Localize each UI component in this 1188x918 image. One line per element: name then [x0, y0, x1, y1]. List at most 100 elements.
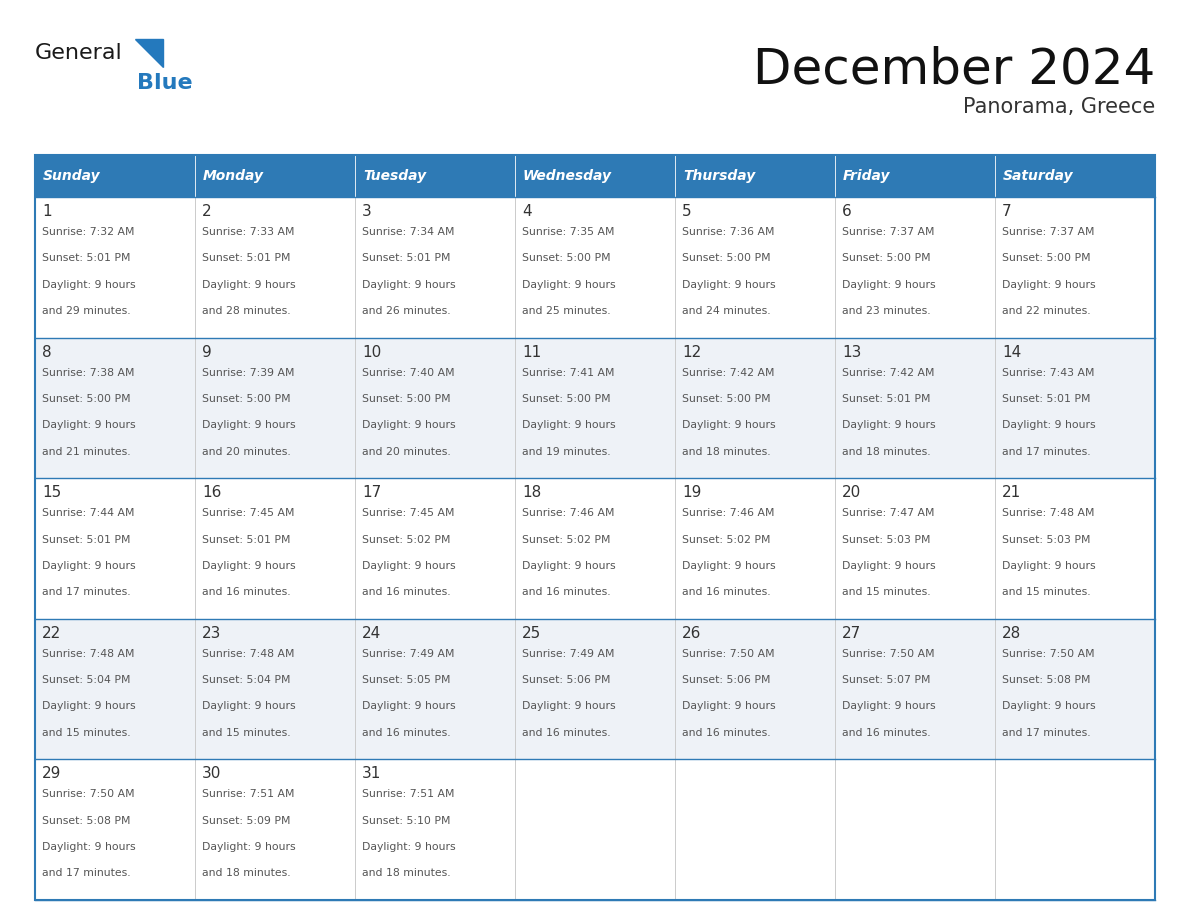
Bar: [675, 155, 835, 197]
Text: Sunset: 5:03 PM: Sunset: 5:03 PM: [842, 534, 930, 544]
Bar: [516, 619, 675, 759]
Text: Sunset: 5:01 PM: Sunset: 5:01 PM: [1001, 394, 1091, 404]
Text: and 26 minutes.: and 26 minutes.: [362, 306, 450, 316]
Text: Daylight: 9 hours: Daylight: 9 hours: [202, 280, 296, 290]
Text: 25: 25: [522, 626, 542, 641]
Text: and 16 minutes.: and 16 minutes.: [682, 728, 771, 738]
Text: and 29 minutes.: and 29 minutes.: [42, 306, 131, 316]
Text: Sunset: 5:01 PM: Sunset: 5:01 PM: [842, 394, 930, 404]
Text: and 16 minutes.: and 16 minutes.: [842, 728, 930, 738]
Text: and 18 minutes.: and 18 minutes.: [362, 868, 450, 879]
Bar: [195, 155, 355, 197]
Text: Sunset: 5:00 PM: Sunset: 5:00 PM: [1001, 253, 1091, 263]
Text: Daylight: 9 hours: Daylight: 9 hours: [362, 842, 456, 852]
Text: and 16 minutes.: and 16 minutes.: [682, 588, 771, 598]
Bar: [195, 478, 355, 619]
Bar: [516, 338, 675, 478]
Text: Sunset: 5:02 PM: Sunset: 5:02 PM: [362, 534, 450, 544]
Text: General: General: [34, 43, 122, 63]
Text: 9: 9: [202, 344, 211, 360]
Text: Daylight: 9 hours: Daylight: 9 hours: [1001, 701, 1095, 711]
Bar: [996, 619, 1155, 759]
Text: and 16 minutes.: and 16 minutes.: [522, 588, 611, 598]
Text: and 17 minutes.: and 17 minutes.: [1001, 728, 1091, 738]
Text: Sunset: 5:01 PM: Sunset: 5:01 PM: [362, 253, 450, 263]
Text: Daylight: 9 hours: Daylight: 9 hours: [202, 561, 296, 571]
Bar: [195, 338, 355, 478]
Text: Daylight: 9 hours: Daylight: 9 hours: [1001, 280, 1095, 290]
Text: Daylight: 9 hours: Daylight: 9 hours: [1001, 561, 1095, 571]
Text: Daylight: 9 hours: Daylight: 9 hours: [842, 701, 936, 711]
Text: Sunrise: 7:50 AM: Sunrise: 7:50 AM: [1001, 649, 1094, 659]
Bar: [996, 197, 1155, 338]
Text: and 16 minutes.: and 16 minutes.: [522, 728, 611, 738]
Text: Daylight: 9 hours: Daylight: 9 hours: [842, 280, 936, 290]
Text: Daylight: 9 hours: Daylight: 9 hours: [682, 420, 776, 431]
Bar: [996, 338, 1155, 478]
Text: and 22 minutes.: and 22 minutes.: [1001, 306, 1091, 316]
Text: and 24 minutes.: and 24 minutes.: [682, 306, 771, 316]
Text: Sunrise: 7:44 AM: Sunrise: 7:44 AM: [42, 509, 134, 518]
Text: Sunset: 5:10 PM: Sunset: 5:10 PM: [362, 816, 450, 825]
Text: Sunrise: 7:51 AM: Sunrise: 7:51 AM: [202, 789, 295, 800]
Bar: [516, 155, 675, 197]
Text: 17: 17: [362, 486, 381, 500]
Text: Sunset: 5:08 PM: Sunset: 5:08 PM: [42, 816, 131, 825]
Text: Sunset: 5:00 PM: Sunset: 5:00 PM: [362, 394, 450, 404]
Text: Sunset: 5:07 PM: Sunset: 5:07 PM: [842, 675, 930, 685]
Text: Sunrise: 7:41 AM: Sunrise: 7:41 AM: [522, 367, 614, 377]
Text: Daylight: 9 hours: Daylight: 9 hours: [842, 561, 936, 571]
Text: Daylight: 9 hours: Daylight: 9 hours: [682, 701, 776, 711]
Text: Daylight: 9 hours: Daylight: 9 hours: [42, 842, 135, 852]
Text: Daylight: 9 hours: Daylight: 9 hours: [682, 561, 776, 571]
Text: and 16 minutes.: and 16 minutes.: [362, 728, 450, 738]
Bar: [675, 197, 835, 338]
Text: and 28 minutes.: and 28 minutes.: [202, 306, 291, 316]
Bar: [675, 759, 835, 900]
Text: Daylight: 9 hours: Daylight: 9 hours: [842, 420, 936, 431]
Text: 3: 3: [362, 204, 372, 219]
Bar: [355, 759, 516, 900]
Text: Sunrise: 7:39 AM: Sunrise: 7:39 AM: [202, 367, 295, 377]
Text: Sunset: 5:08 PM: Sunset: 5:08 PM: [1001, 675, 1091, 685]
Bar: [355, 619, 516, 759]
Text: and 20 minutes.: and 20 minutes.: [202, 446, 291, 456]
Text: Sunset: 5:03 PM: Sunset: 5:03 PM: [1001, 534, 1091, 544]
Text: Sunrise: 7:45 AM: Sunrise: 7:45 AM: [202, 509, 295, 518]
Bar: [195, 197, 355, 338]
Bar: [996, 155, 1155, 197]
Text: Sunrise: 7:38 AM: Sunrise: 7:38 AM: [42, 367, 134, 377]
Text: 24: 24: [362, 626, 381, 641]
Text: and 15 minutes.: and 15 minutes.: [1001, 588, 1091, 598]
Text: and 17 minutes.: and 17 minutes.: [42, 868, 131, 879]
Text: 4: 4: [522, 204, 531, 219]
Text: Daylight: 9 hours: Daylight: 9 hours: [202, 701, 296, 711]
Bar: [516, 197, 675, 338]
Text: Wednesday: Wednesday: [523, 169, 612, 183]
Text: 29: 29: [42, 767, 62, 781]
Bar: [996, 478, 1155, 619]
Text: Saturday: Saturday: [1003, 169, 1074, 183]
Text: Sunset: 5:06 PM: Sunset: 5:06 PM: [522, 675, 611, 685]
Text: 13: 13: [842, 344, 861, 360]
Bar: [34, 619, 195, 759]
Bar: [355, 338, 516, 478]
Text: Daylight: 9 hours: Daylight: 9 hours: [362, 280, 456, 290]
Text: Sunrise: 7:36 AM: Sunrise: 7:36 AM: [682, 227, 775, 237]
Text: Sunset: 5:01 PM: Sunset: 5:01 PM: [202, 534, 291, 544]
Text: December 2024: December 2024: [753, 45, 1155, 93]
Bar: [34, 478, 195, 619]
Text: and 25 minutes.: and 25 minutes.: [522, 306, 611, 316]
Text: Sunrise: 7:47 AM: Sunrise: 7:47 AM: [842, 509, 935, 518]
Text: 6: 6: [842, 204, 852, 219]
Bar: [34, 197, 195, 338]
Text: Sunrise: 7:35 AM: Sunrise: 7:35 AM: [522, 227, 614, 237]
Text: Daylight: 9 hours: Daylight: 9 hours: [202, 842, 296, 852]
Text: 11: 11: [522, 344, 542, 360]
Bar: [835, 197, 996, 338]
Text: and 15 minutes.: and 15 minutes.: [842, 588, 930, 598]
Bar: [355, 197, 516, 338]
Text: Daylight: 9 hours: Daylight: 9 hours: [362, 561, 456, 571]
Text: Sunrise: 7:46 AM: Sunrise: 7:46 AM: [682, 509, 775, 518]
Text: and 18 minutes.: and 18 minutes.: [682, 446, 771, 456]
